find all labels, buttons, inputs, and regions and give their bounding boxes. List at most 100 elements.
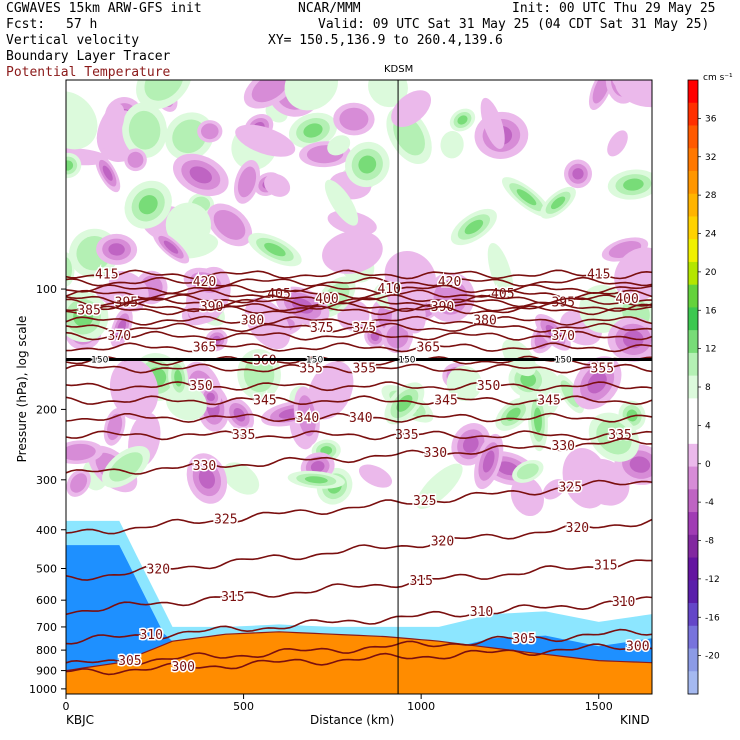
velocity-cell — [297, 395, 316, 437]
velocity-cell — [304, 476, 328, 484]
colorbar-tick-label: 12 — [705, 345, 716, 355]
velocity-cell — [66, 443, 96, 461]
velocity-cell — [506, 407, 521, 421]
colorbar-swatch — [688, 557, 698, 581]
velocity-cell — [144, 80, 184, 101]
velocity-cell — [516, 189, 537, 206]
colorbar-swatch — [688, 330, 698, 354]
theta-label: 320 — [147, 563, 170, 578]
velocity-cell — [237, 166, 257, 198]
theta-label: 420 — [438, 275, 461, 290]
velocity-cell — [201, 123, 219, 140]
velocity-cell — [165, 202, 212, 248]
theta-contour-375 — [66, 322, 652, 333]
forecast-label: Fcst: — [6, 17, 46, 32]
velocity-cell — [614, 80, 652, 108]
theta-contour-385 — [66, 305, 652, 316]
theta-contour-380 — [66, 315, 652, 326]
theta-contour-415 — [66, 269, 652, 280]
theta-label: 300 — [626, 639, 649, 654]
velocity-cell — [396, 394, 413, 412]
colorbar-swatch — [688, 534, 698, 559]
xy-coordinates: XY= 150.5,136.9 to 260.4,139.6 — [268, 33, 503, 48]
velocity-cell — [303, 123, 323, 138]
colorbar: 36 32 28 24 20 16 12 8 4 0 -4 -8 -12 -16 -20 — [687, 79, 720, 695]
velocity-cell — [446, 365, 482, 401]
velocity-cell — [629, 456, 651, 473]
colorbar-tick-label: 32 — [705, 153, 716, 163]
theta-label: 320 — [566, 521, 589, 536]
theta-label: 345 — [253, 394, 276, 409]
theta-label: 400 — [615, 292, 638, 307]
velocity-cell — [440, 131, 464, 159]
ground-fill — [66, 631, 652, 694]
theta-label: 355 — [353, 362, 376, 377]
velocity-cell — [109, 358, 159, 420]
theta-contour-410 — [66, 284, 652, 295]
model-title: CGWAVES 15km ARW-GFS init — [6, 1, 202, 16]
theta-label: 325 — [559, 480, 582, 495]
theta-contour-320 — [66, 518, 652, 581]
theta-label: 305 — [512, 632, 535, 647]
velocity-cell — [138, 195, 158, 215]
colorbar-swatch — [688, 261, 698, 286]
y-tick-label: 600 — [36, 594, 57, 607]
reference-line-label: 150 — [398, 355, 415, 365]
theta-label: 330 — [424, 446, 447, 461]
velocity-cell — [109, 452, 143, 482]
velocity-cell — [189, 166, 212, 184]
velocity-cell — [358, 464, 393, 488]
velocity-cell — [66, 91, 98, 150]
colorbar-swatch — [688, 352, 698, 377]
theta-label: 390 — [200, 300, 223, 315]
theta-contour-330 — [66, 437, 652, 475]
colorbar-tick-label: 20 — [705, 268, 717, 278]
theta-label: 375 — [310, 321, 333, 336]
theta-contour-355 — [66, 363, 652, 374]
y-tick-label: 1000 — [29, 683, 57, 696]
velocity-cell — [213, 209, 246, 240]
plot-frame — [65, 79, 653, 695]
reference-line-label: 150 — [91, 355, 108, 365]
velocity-cell — [233, 408, 246, 422]
theta-contour-305 — [66, 628, 652, 666]
terrain-line — [66, 631, 652, 672]
velocity-cell — [322, 230, 383, 274]
velocity-cell — [580, 458, 630, 506]
theta-label: 300 — [171, 660, 194, 675]
velocity-cell — [324, 179, 359, 226]
x-tick-label: 1500 — [585, 700, 613, 713]
velocity-cell — [264, 173, 291, 197]
colorbar-swatch — [688, 307, 698, 331]
colorbar-swatch — [688, 80, 698, 104]
velocity-cell — [339, 107, 369, 131]
velocity-cell — [550, 196, 566, 210]
velocity-cell — [284, 80, 339, 111]
colorbar-tick-label: 36 — [705, 114, 717, 124]
colorbar-swatch — [688, 398, 698, 422]
theta-label: 310 — [470, 605, 493, 620]
velocity-cell — [163, 240, 179, 254]
x-axis-label: Distance (km) — [310, 713, 395, 727]
theta-label: 315 — [409, 574, 432, 589]
y-tick-label: 300 — [36, 474, 57, 487]
colorbar-swatch — [688, 648, 698, 672]
colorbar-swatch — [688, 193, 698, 217]
colorbar-swatch — [688, 603, 698, 627]
velocity-cell — [128, 110, 161, 150]
theta-label: 365 — [417, 341, 440, 356]
field-boundary-layer-tracer: Boundary Layer Tracer — [6, 49, 171, 64]
field-potential-temperature: Potential Temperature — [6, 65, 171, 80]
theta-label: 325 — [214, 512, 237, 527]
theta-label: 390 — [431, 300, 454, 315]
theta-label: 345 — [537, 394, 560, 409]
velocity-cell — [462, 435, 479, 453]
colorbar-tick-label: 16 — [705, 306, 717, 316]
velocity-cell — [70, 473, 88, 493]
station-top-label: KDSM — [384, 64, 414, 75]
theta-contour-390 — [66, 301, 652, 313]
velocity-cell — [391, 90, 432, 127]
theta-label: 330 — [193, 459, 216, 474]
velocity-cell — [510, 476, 544, 517]
